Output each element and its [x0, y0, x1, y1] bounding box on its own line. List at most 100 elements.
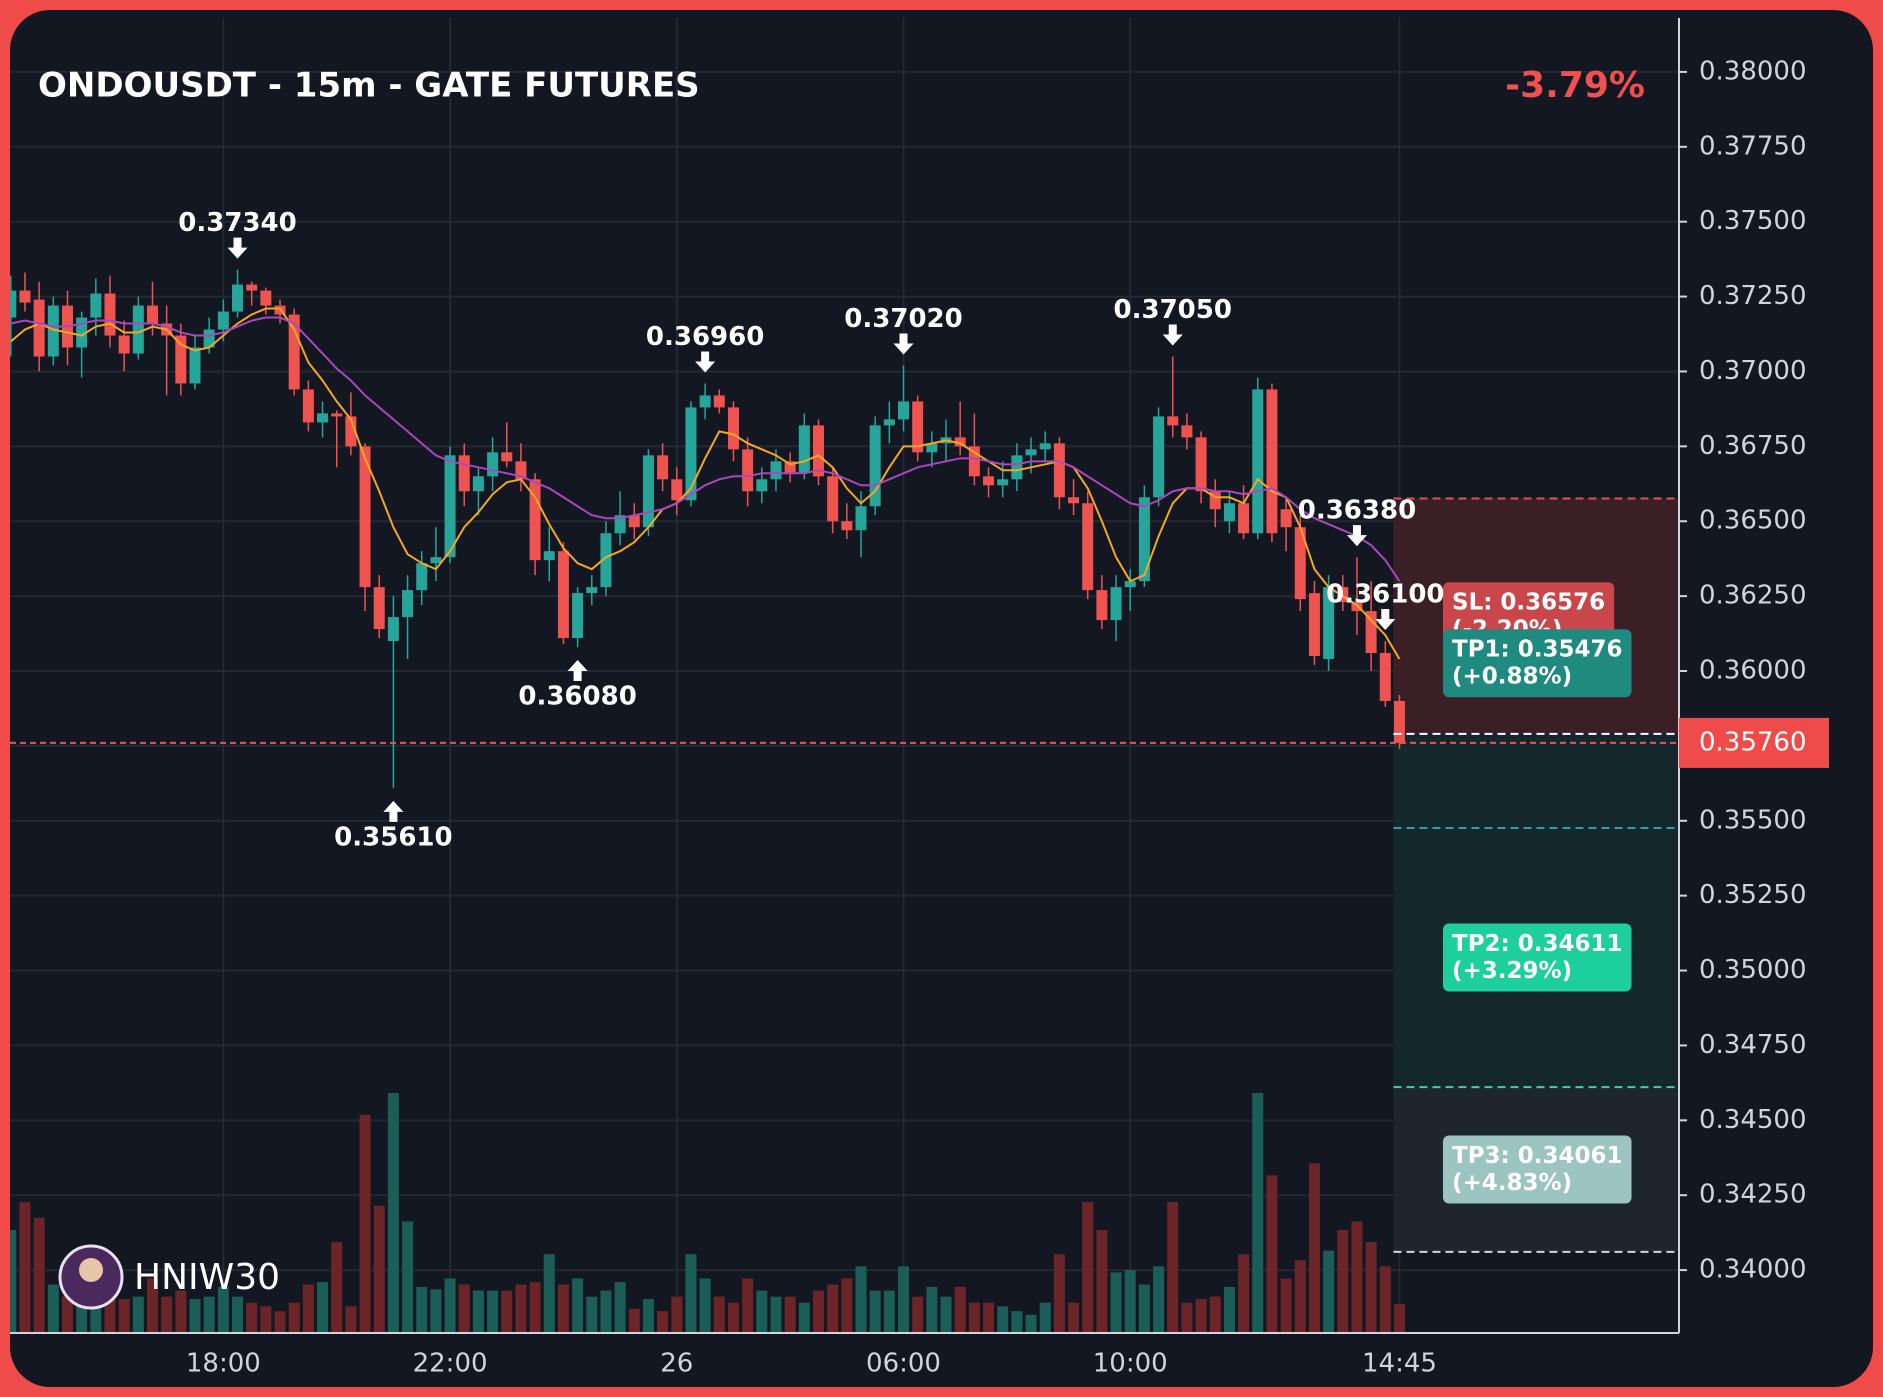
x-tick-label: 22:00: [413, 1349, 488, 1379]
candle-body: [1393, 700, 1405, 743]
y-tick-label: 0.35500: [1699, 805, 1807, 835]
candle-body: [529, 479, 541, 561]
candle-body: [118, 335, 130, 354]
volume-bar: [855, 1266, 867, 1333]
avatar-face: [79, 1258, 103, 1282]
volume-bar: [841, 1278, 853, 1333]
candle-body: [19, 290, 31, 303]
volume-bar: [487, 1290, 499, 1333]
y-tick-label: 0.35250: [1699, 880, 1807, 910]
candle-body: [983, 476, 995, 486]
volume-bar: [1365, 1242, 1377, 1333]
candle-body: [1124, 581, 1136, 588]
candle-body: [1223, 503, 1235, 522]
candle-body: [501, 452, 513, 462]
level-box: [1443, 629, 1632, 698]
volume-bar: [926, 1286, 938, 1333]
candle-body: [104, 293, 116, 336]
candle-body: [586, 587, 598, 594]
volume-bar: [642, 1299, 654, 1333]
volume-bar: [1096, 1229, 1108, 1333]
volume-bar: [1011, 1311, 1023, 1333]
annotation-label: 0.36960: [646, 322, 764, 352]
price-change: -3.79%: [1505, 65, 1645, 106]
candle-body: [1181, 425, 1193, 438]
volume-bar: [430, 1289, 442, 1333]
candle-body: [855, 506, 867, 531]
volume-bar: [1110, 1272, 1122, 1333]
volume-bar: [671, 1296, 683, 1333]
volume-bar: [1379, 1266, 1391, 1333]
volume-bar: [302, 1284, 314, 1333]
last-price-label: 0.35760: [1699, 727, 1807, 757]
volume-bar: [614, 1282, 626, 1333]
volume-bar: [883, 1290, 895, 1333]
annotation-label: 0.36080: [518, 682, 636, 712]
candle-body: [416, 563, 428, 591]
level-box: [1443, 1135, 1632, 1204]
volume-bar: [983, 1302, 995, 1333]
candle-body: [1025, 449, 1037, 456]
y-tick-label: 0.34750: [1699, 1030, 1807, 1060]
candle-body: [557, 551, 569, 639]
y-tick-label: 0.37500: [1699, 206, 1807, 236]
volume-bar: [898, 1266, 910, 1333]
candle-body: [997, 479, 1009, 486]
candle-body: [1082, 503, 1094, 591]
candle-body: [954, 437, 966, 447]
candle-body: [642, 455, 654, 528]
volume-bar: [387, 1093, 399, 1333]
volume-bar: [359, 1114, 371, 1333]
candle-body: [1337, 587, 1349, 603]
volume-bar: [1082, 1202, 1094, 1333]
candle-body: [217, 311, 229, 330]
candle-body: [458, 455, 470, 492]
y-tick-label: 0.34250: [1699, 1180, 1807, 1210]
candle-body: [76, 317, 88, 348]
y-tick-label: 0.36000: [1699, 656, 1807, 686]
watermark: HNIW30: [134, 1257, 280, 1298]
candle-body: [1011, 455, 1023, 480]
y-tick-label: 0.36250: [1699, 581, 1807, 611]
volume-bar: [940, 1296, 952, 1333]
annotation-arrow: [1375, 609, 1396, 631]
annotation-label: 0.37340: [178, 208, 296, 238]
last-price-badge: [1679, 717, 1829, 768]
y-tick-label: 0.36750: [1699, 431, 1807, 461]
candle-body: [1110, 587, 1122, 621]
volume-bar: [19, 1202, 31, 1333]
volume-bar: [1195, 1299, 1207, 1333]
volume-bar: [1053, 1254, 1065, 1333]
candle-body: [246, 284, 258, 291]
volume-bar: [685, 1254, 697, 1333]
y-tick-label: 0.38000: [1699, 56, 1807, 86]
volume-bar: [1294, 1260, 1306, 1333]
x-tick-label: 18:00: [186, 1349, 261, 1379]
volume-bar: [713, 1296, 725, 1333]
y-tick-label: 0.37750: [1699, 131, 1807, 161]
volume-bar: [1252, 1093, 1264, 1333]
volume-bar: [118, 1299, 130, 1333]
volume-bar: [572, 1278, 584, 1333]
volume-bar: [175, 1290, 187, 1333]
candle-body: [288, 314, 300, 390]
candle-body: [898, 401, 910, 420]
candle-body: [1280, 509, 1292, 528]
level-label: TP2: 0.34611: [1452, 931, 1623, 957]
volume-bar: [76, 1296, 88, 1333]
candle-body: [685, 407, 697, 501]
candle-body: [1238, 503, 1250, 534]
candle-body: [1068, 497, 1080, 504]
volume-bar: [827, 1284, 839, 1333]
candle-body: [657, 455, 669, 480]
y-tick-label: 0.35000: [1699, 955, 1807, 985]
candle-body: [869, 425, 881, 507]
volume-bar: [912, 1296, 924, 1333]
volume-bar: [515, 1284, 527, 1333]
volume-bar: [1025, 1314, 1037, 1333]
annotation-arrow: [695, 351, 716, 373]
candle-body: [359, 446, 371, 588]
candle-body: [302, 389, 314, 423]
x-tick-label: 06:00: [866, 1349, 941, 1379]
